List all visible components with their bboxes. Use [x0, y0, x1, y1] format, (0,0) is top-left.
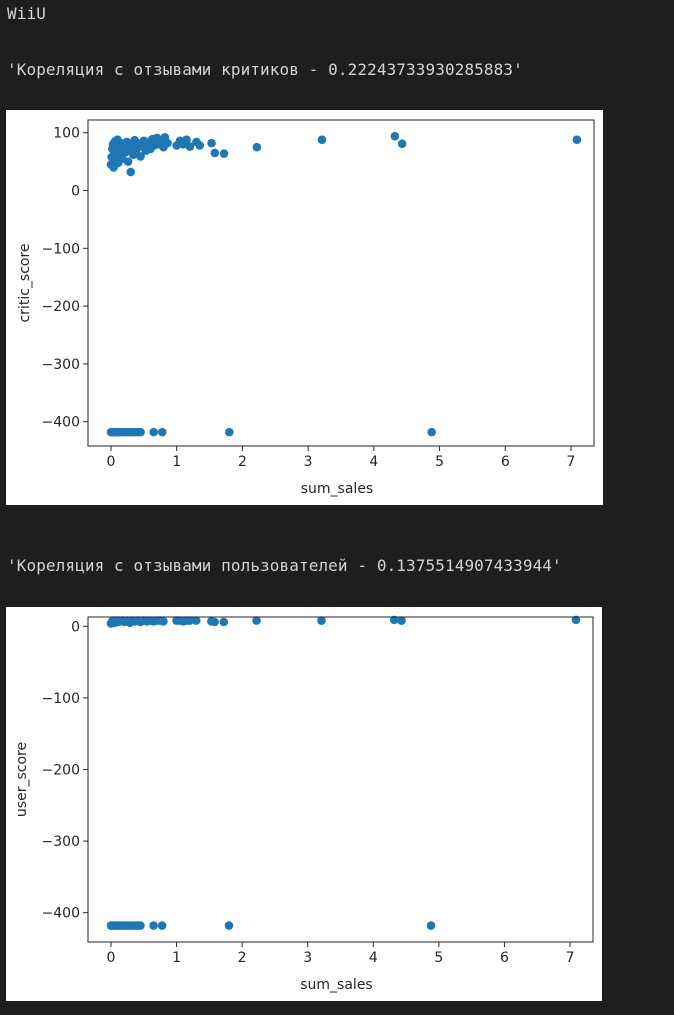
y-tick-label: −300	[42, 357, 80, 373]
x-tick-label: 3	[304, 454, 313, 470]
data-point	[224, 921, 234, 930]
data-point	[126, 167, 136, 177]
y-tick-label: −100	[42, 691, 80, 707]
x-tick-label: 5	[434, 950, 443, 966]
user-score-scatter-chart: 0 1 2 3 4 5 6 7 0 −100 −200 −300 −400 sum_sales user_s…	[14, 615, 594, 993]
data-point	[252, 616, 261, 625]
x-tick-label: 6	[500, 950, 509, 966]
data-point	[317, 135, 327, 144]
data-point	[219, 617, 229, 627]
data-point	[427, 427, 436, 437]
user-score-figure: 0 1 2 3 4 5 6 7 0 −100 −200 −300 −400 sum_sales user_s…	[6, 607, 602, 1001]
plot-frame	[87, 119, 595, 447]
data-points	[106, 615, 581, 930]
data-point	[191, 616, 201, 625]
y-tick-label: −100	[42, 241, 80, 257]
data-point	[185, 142, 195, 151]
x-tick-label: 7	[566, 950, 575, 966]
plot-frame	[87, 616, 594, 943]
data-point	[389, 615, 399, 625]
y-axis-label: critic_score	[17, 243, 33, 322]
data-point	[426, 921, 436, 930]
x-tick-label: 5	[435, 454, 444, 470]
x-tick-label: 2	[238, 950, 247, 966]
data-point	[210, 148, 220, 158]
data-point	[210, 617, 219, 627]
data-point	[157, 427, 167, 437]
y-axis-label: user_score	[14, 742, 30, 817]
x-tick-label: 4	[369, 454, 378, 470]
critic-score-scatter-chart: 0 1 2 3 4 5 6 7 100 0 −100 −200 −300 −400 sum_sales cri…	[17, 119, 595, 497]
data-point	[207, 138, 216, 148]
y-tick-label: −400	[42, 415, 80, 431]
critic-score-figure: 0 1 2 3 4 5 6 7 100 0 −100 −200 −300 −400 sum_sales cri…	[6, 110, 603, 505]
data-point	[136, 427, 145, 437]
x-tick-label: 1	[172, 950, 181, 966]
y-tick-label: −200	[42, 299, 80, 315]
data-point	[390, 131, 400, 141]
data-point	[219, 149, 229, 158]
x-axis-label: sum_sales	[300, 977, 372, 993]
data-point	[397, 616, 406, 625]
data-point	[572, 135, 582, 144]
output-header: WiiU	[7, 4, 46, 23]
data-point	[182, 135, 191, 144]
x-axis-label: sum_sales	[301, 481, 373, 497]
data-point	[163, 138, 172, 148]
data-point	[157, 921, 167, 930]
data-points	[106, 131, 582, 437]
y-tick-label: 0	[71, 619, 80, 635]
data-point	[159, 616, 168, 626]
y-tick-label: 100	[53, 126, 80, 142]
data-point	[136, 921, 145, 930]
y-tick-label: −400	[42, 906, 80, 922]
y-tick-label: −300	[42, 834, 80, 850]
data-point	[224, 427, 234, 437]
data-point	[123, 157, 133, 166]
user-correlation-output: 'Кореляция с отзывами пользователей - 0.…	[7, 556, 562, 575]
y-tick-label: −200	[42, 762, 80, 778]
x-tick-label: 0	[107, 454, 116, 470]
data-point	[136, 152, 145, 161]
data-point	[317, 616, 326, 625]
x-tick-label: 6	[501, 454, 510, 470]
data-point	[185, 616, 194, 625]
x-tick-label: 7	[567, 454, 576, 470]
data-point	[252, 142, 262, 152]
x-tick-label: 2	[238, 454, 247, 470]
y-tick-label: 0	[71, 184, 80, 200]
x-tick-label: 3	[303, 950, 312, 966]
x-tick-label: 0	[106, 950, 115, 966]
x-tick-label: 1	[172, 454, 181, 470]
data-point	[397, 139, 407, 148]
critic-correlation-output: 'Кореляция с отзывами критиков - 0.22243…	[7, 60, 523, 79]
data-point	[149, 427, 159, 437]
data-point	[195, 141, 205, 150]
data-point	[149, 921, 158, 930]
data-point	[571, 615, 581, 625]
x-tick-label: 4	[369, 950, 378, 966]
